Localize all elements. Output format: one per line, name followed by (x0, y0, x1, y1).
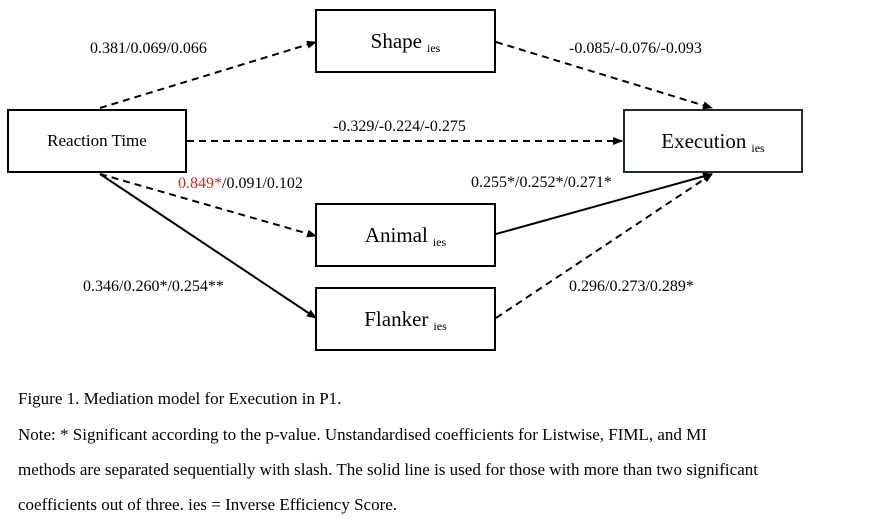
figure-note-line-1: Note: * Significant according to the p-v… (18, 425, 707, 444)
path-rt-to-flanker (99, 173, 317, 319)
coef-rt-shape: 0.381/0.069/0.066 (90, 40, 207, 57)
figure-note-line-2: methods are separated sequentially with … (18, 460, 758, 479)
figure-note-line-3: coefficients out of three. ies = Inverse… (18, 495, 398, 514)
coef-rt-animal-significant: 0.849* (178, 175, 222, 192)
path-animal-to-execution (495, 172, 713, 235)
node-animal-sub: ies (432, 234, 447, 249)
node-execution: Execution ies (623, 109, 803, 173)
coef-animal-execution: 0.255*/0.252*/0.271* (471, 174, 612, 191)
node-reaction-time-label: Reaction Time (47, 131, 147, 150)
path-rt-to-animal (99, 173, 317, 238)
coef-rt-flanker: 0.346/0.260*/0.254** (83, 278, 224, 295)
coef-rt-execution: -0.329/-0.224/-0.275 (333, 118, 466, 135)
node-shape: Shape ies (315, 9, 496, 73)
node-reaction-time: Reaction Time (7, 109, 187, 173)
path-flanker-to-execution (495, 173, 713, 319)
node-execution-label: Execution (661, 128, 747, 153)
node-shape-label: Shape (370, 28, 422, 53)
coef-shape-execution: -0.085/-0.076/-0.093 (569, 40, 702, 57)
node-flanker: Flanker ies (315, 287, 496, 351)
node-shape-sub: ies (426, 40, 441, 55)
path-rt-to-shape (99, 40, 317, 109)
node-animal-label: Animal (364, 222, 428, 247)
figure-caption: Figure 1. Mediation model for Execution … (18, 389, 342, 408)
node-flanker-label: Flanker (364, 306, 429, 331)
coef-flanker-execution: 0.296/0.273/0.289* (569, 278, 694, 295)
mediation-diagram (99, 40, 713, 319)
node-execution-sub: ies (751, 140, 765, 155)
node-flanker-sub: ies (433, 318, 447, 333)
path-shape-to-execution (495, 41, 713, 110)
coef-rt-animal: 0.849*/0.091/0.102 (178, 175, 303, 193)
node-animal: Animal ies (315, 203, 496, 267)
coef-rt-animal-rest: /0.091/0.102 (222, 175, 303, 192)
